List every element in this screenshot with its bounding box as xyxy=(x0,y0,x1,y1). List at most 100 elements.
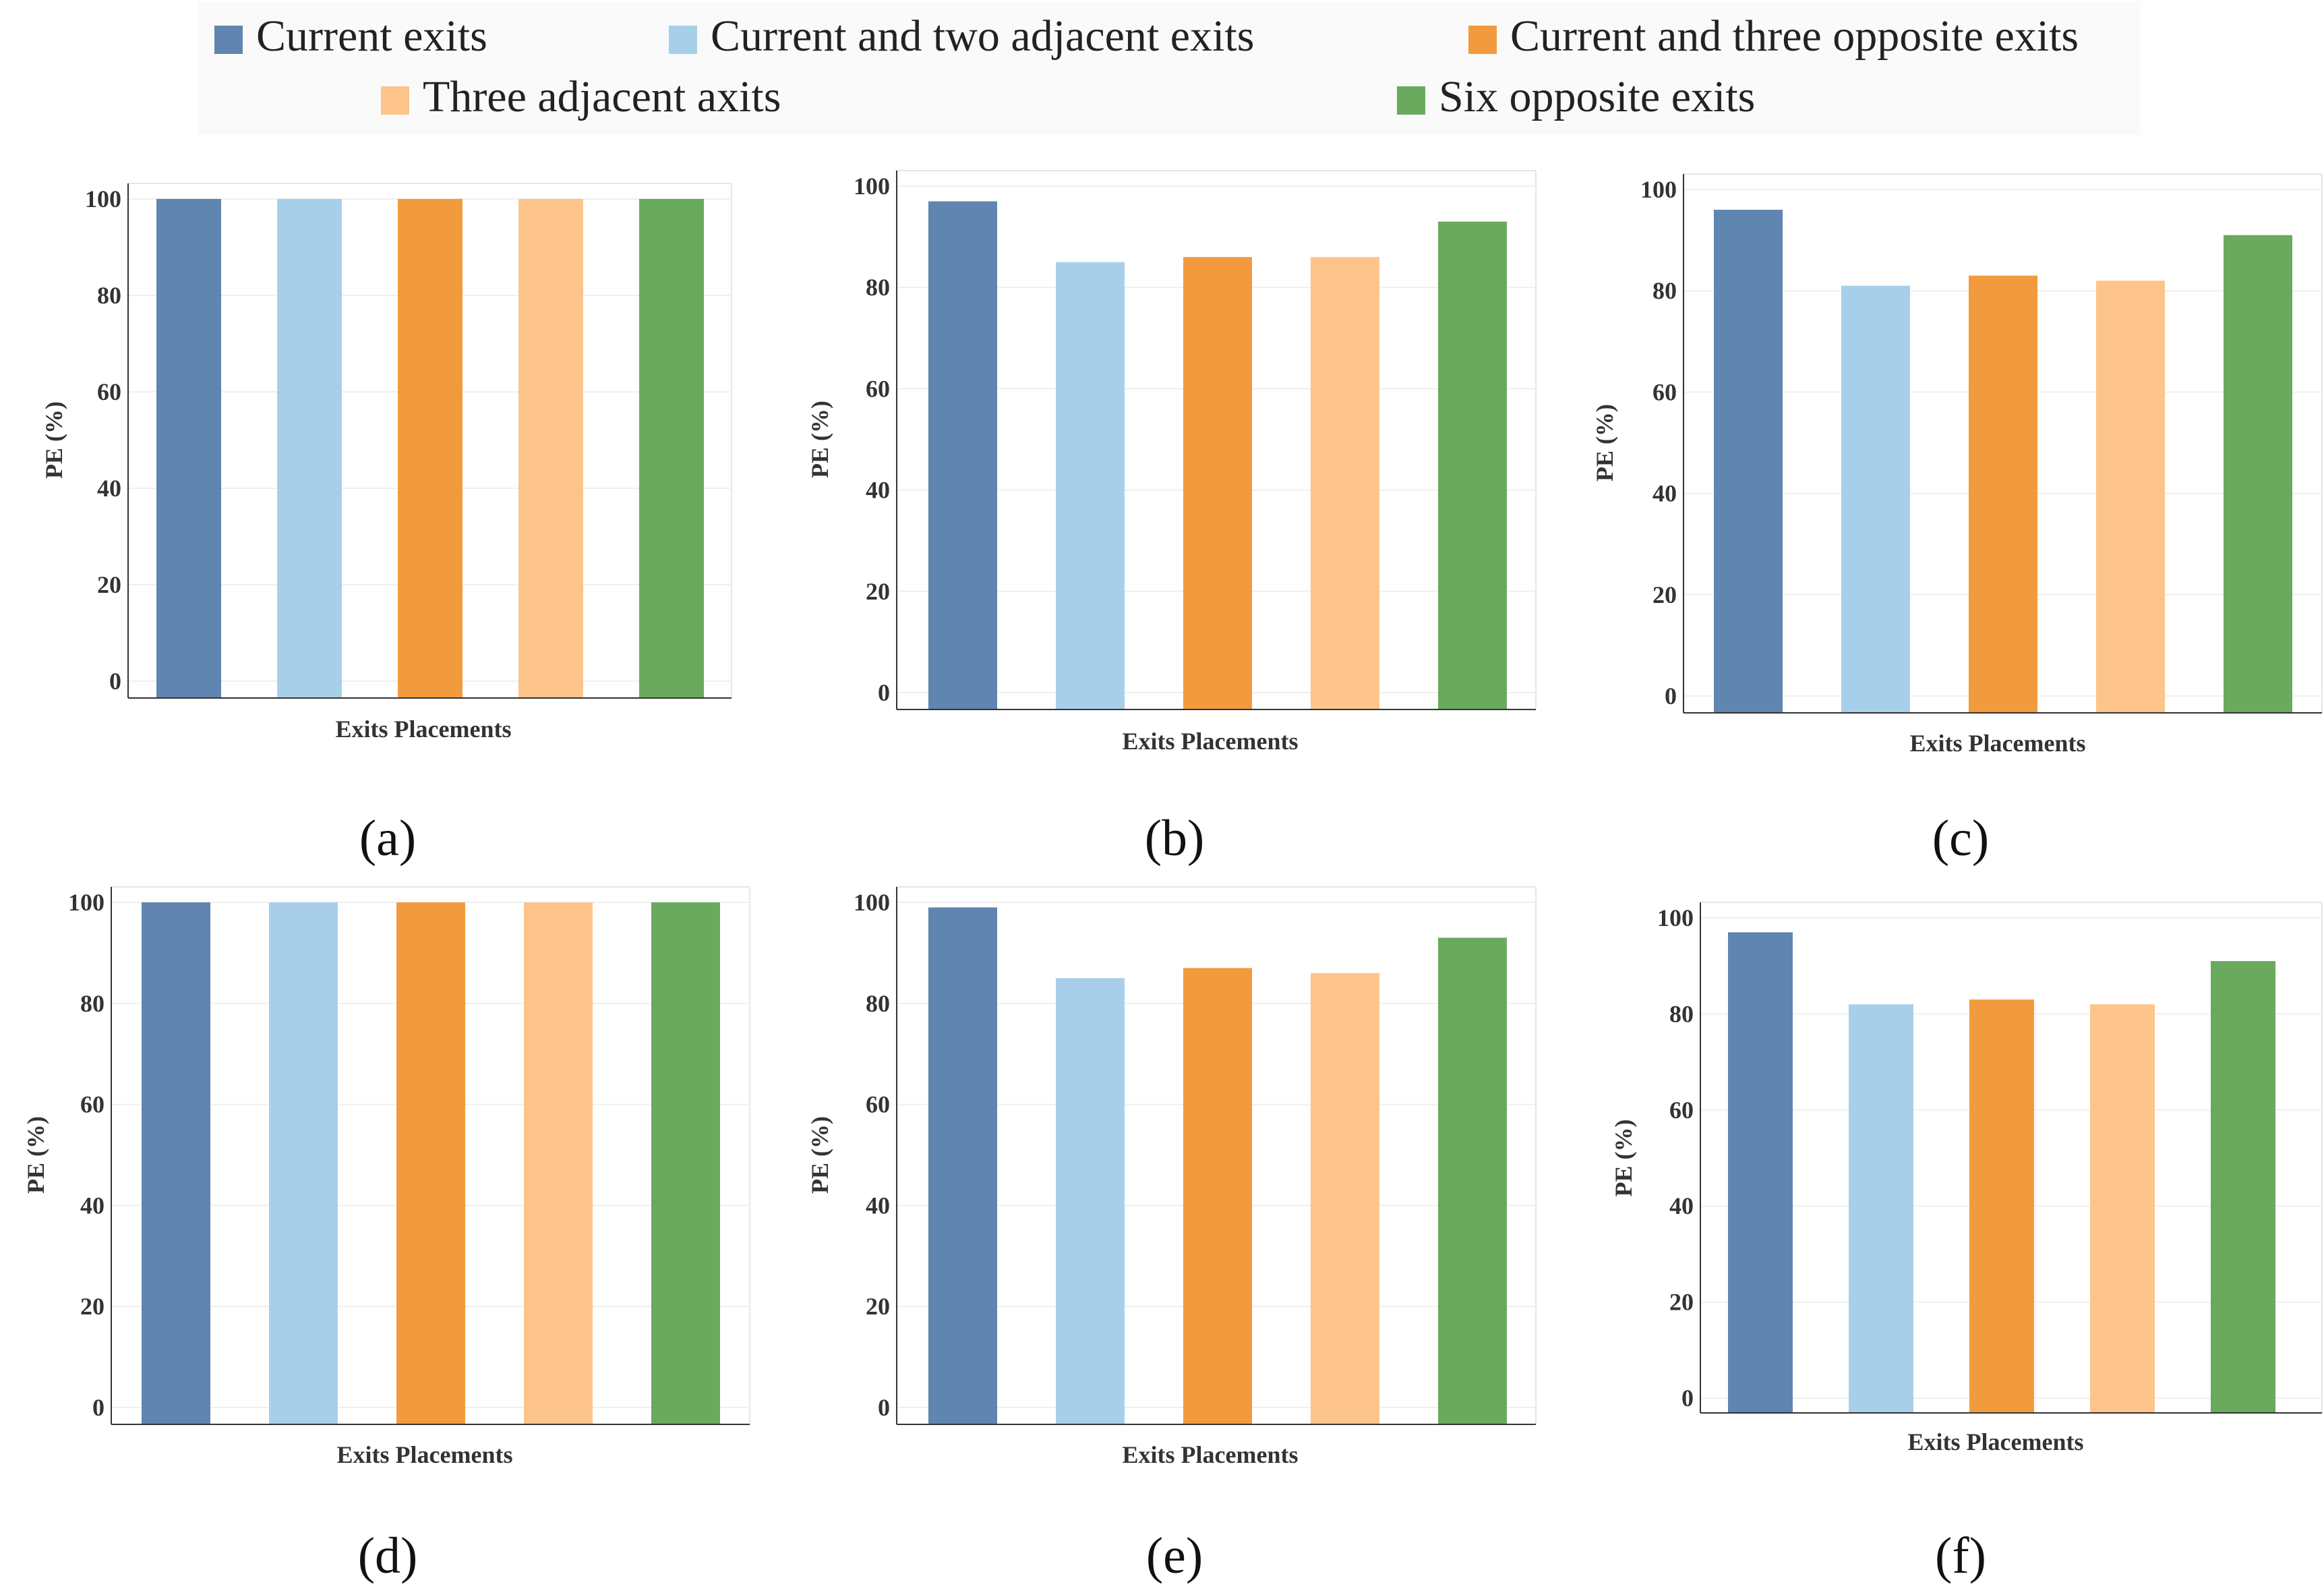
bar-5 xyxy=(1438,937,1507,1424)
x-axis-label: Exits Placements xyxy=(1910,730,2086,757)
y-tick-label: 40 xyxy=(1652,480,1677,507)
y-tick-label: 80 xyxy=(97,282,121,309)
chart-panel-2: 0 20 40 60 80 100 Exits Placements PE (%) (b) xyxy=(806,170,1537,867)
bar-1 xyxy=(928,201,997,709)
y-tick-label: 20 xyxy=(97,571,121,598)
bar-1 xyxy=(142,902,210,1424)
chart-panel-6: 0 20 40 60 80 100 Exits Placements PE (%) (f) xyxy=(1610,902,2323,1584)
y-tick-label: 80 xyxy=(80,990,105,1017)
y-tick-label: 0 xyxy=(1665,683,1677,709)
chart-panel-4: 0 20 40 60 80 100 Exits Placements PE (%) (d) xyxy=(22,886,750,1584)
y-tick-label: 20 xyxy=(866,1293,890,1320)
bar-5 xyxy=(1438,221,1507,709)
panel-label: (f) xyxy=(1935,1528,1986,1584)
x-axis-label: Exits Placements xyxy=(337,1441,513,1468)
legend: Current exits Current and two adjacent ex… xyxy=(199,1,2141,135)
bar-3 xyxy=(398,199,463,698)
y-tick-label: 60 xyxy=(80,1091,105,1118)
y-tick-label: 20 xyxy=(1669,1289,1694,1316)
chart-panel-1: 0 20 40 60 80 100 Exits Placements PE (%) (a) xyxy=(40,183,732,867)
bar-5 xyxy=(2224,235,2292,714)
legend-label-5: Six opposite exits xyxy=(1439,72,1755,121)
bar-2 xyxy=(277,199,342,698)
y-axis-label: PE (%) xyxy=(22,1116,49,1194)
bar-4 xyxy=(518,199,583,698)
y-tick-label: 60 xyxy=(866,1091,890,1118)
bar-1 xyxy=(928,907,997,1424)
bar-1 xyxy=(1728,932,1793,1413)
bar-4 xyxy=(1311,973,1379,1424)
y-tick-label: 100 xyxy=(854,889,890,916)
bar-3 xyxy=(1969,999,2034,1413)
legend-swatch-3 xyxy=(1468,26,1497,54)
bar-3 xyxy=(1183,257,1252,709)
bar-1 xyxy=(156,199,221,698)
bar-2 xyxy=(1056,978,1125,1424)
x-axis-label: Exits Placements xyxy=(1908,1428,2084,1455)
chart-panel-3: 0 20 40 60 80 100 Exits Placements PE (%) (c) xyxy=(1591,173,2323,867)
y-axis-label: PE (%) xyxy=(40,401,67,479)
chart-panels: 0 20 40 60 80 100 Exits Placements PE (%) (a) 0 20… xyxy=(22,170,2323,1584)
y-axis-label: PE (%) xyxy=(1591,404,1618,482)
y-tick-label: 80 xyxy=(1669,1000,1694,1027)
legend-background xyxy=(199,1,2141,135)
x-axis-label: Exits Placements xyxy=(336,716,512,743)
y-axis-label: PE (%) xyxy=(806,401,833,478)
bar-2 xyxy=(1056,262,1125,709)
y-tick-label: 0 xyxy=(109,668,121,695)
y-tick-label: 0 xyxy=(1681,1385,1694,1412)
bar-2 xyxy=(1841,285,1910,713)
y-tick-label: 60 xyxy=(1652,378,1677,405)
bar-3 xyxy=(1183,968,1252,1424)
panel-label: (e) xyxy=(1146,1528,1203,1584)
bar-3 xyxy=(396,902,465,1424)
x-axis-label: Exits Placements xyxy=(1123,728,1299,755)
y-tick-label: 40 xyxy=(1669,1192,1694,1219)
bar-2 xyxy=(1849,1004,1913,1413)
y-tick-label: 60 xyxy=(866,375,890,402)
legend-swatch-1 xyxy=(214,26,243,54)
y-tick-label: 100 xyxy=(68,889,105,916)
legend-label-1: Current exits xyxy=(256,11,487,61)
panel-label: (a) xyxy=(359,810,416,867)
y-axis-label: PE (%) xyxy=(1610,1120,1637,1197)
bar-4 xyxy=(524,902,593,1424)
y-tick-label: 100 xyxy=(854,173,890,200)
y-tick-label: 80 xyxy=(866,990,890,1017)
bar-5 xyxy=(2211,961,2275,1413)
panel-label: (d) xyxy=(358,1528,418,1584)
y-tick-label: 0 xyxy=(878,1394,890,1421)
y-tick-label: 20 xyxy=(80,1293,105,1320)
y-tick-label: 40 xyxy=(80,1192,105,1219)
y-tick-label: 20 xyxy=(1652,581,1677,608)
panel-label: (b) xyxy=(1145,810,1205,867)
bar-4 xyxy=(1311,257,1379,709)
bar-5 xyxy=(639,199,704,698)
bar-4 xyxy=(2096,281,2165,713)
y-axis-label: PE (%) xyxy=(806,1116,833,1194)
bar-4 xyxy=(2090,1004,2155,1413)
y-tick-label: 0 xyxy=(878,679,890,706)
y-tick-label: 60 xyxy=(97,378,121,405)
legend-swatch-4 xyxy=(381,86,409,115)
y-tick-label: 20 xyxy=(866,578,890,605)
y-tick-label: 100 xyxy=(85,185,121,212)
legend-label-3: Current and three opposite exits xyxy=(1510,11,2079,61)
y-tick-label: 80 xyxy=(1652,277,1677,304)
y-tick-label: 60 xyxy=(1669,1097,1694,1124)
y-tick-label: 40 xyxy=(866,1192,890,1219)
panel-label: (c) xyxy=(1932,810,1989,867)
y-tick-label: 40 xyxy=(97,475,121,502)
chart-panel-5: 0 20 40 60 80 100 Exits Placements PE (%) (e) xyxy=(806,886,1537,1584)
bar-1 xyxy=(1714,210,1783,713)
y-tick-label: 100 xyxy=(1640,176,1677,203)
y-tick-label: 80 xyxy=(866,274,890,301)
x-axis-label: Exits Placements xyxy=(1123,1441,1299,1468)
legend-label-2: Current and two adjacent exits xyxy=(711,11,1254,61)
legend-swatch-2 xyxy=(669,26,697,54)
y-tick-label: 40 xyxy=(866,477,890,504)
y-tick-label: 100 xyxy=(1657,904,1694,931)
bar-2 xyxy=(269,902,338,1424)
legend-label-4: Three adjacent axits xyxy=(423,72,781,121)
